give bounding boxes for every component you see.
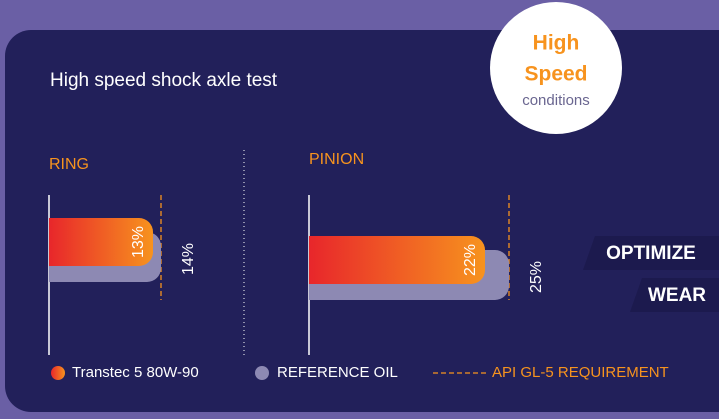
category-label: PINION	[309, 151, 364, 168]
badge-line: Speed	[524, 63, 587, 86]
bar	[49, 218, 153, 266]
legend-label: API GL-5 REQUIREMENT	[492, 364, 669, 381]
badge-line: conditions	[522, 92, 590, 109]
legend-label: REFERENCE OIL	[277, 364, 398, 381]
value-label: 13%	[130, 226, 147, 258]
badge	[490, 2, 622, 134]
tag-text: WEAR	[648, 285, 706, 306]
badge-line: High	[533, 32, 580, 55]
legend-swatch	[255, 366, 269, 380]
tag-text: OPTIMIZE	[606, 243, 696, 264]
value-label: 14%	[180, 243, 197, 275]
value-label: 22%	[462, 244, 479, 276]
bar	[309, 236, 485, 284]
category-label: RING	[49, 156, 89, 173]
tag	[583, 236, 719, 270]
chart-title: High speed shock axle test	[50, 70, 278, 91]
legend-swatch	[51, 366, 65, 380]
tag	[630, 278, 719, 312]
value-label: 25%	[528, 261, 545, 293]
legend-label: Transtec 5 80W-90	[72, 364, 199, 381]
